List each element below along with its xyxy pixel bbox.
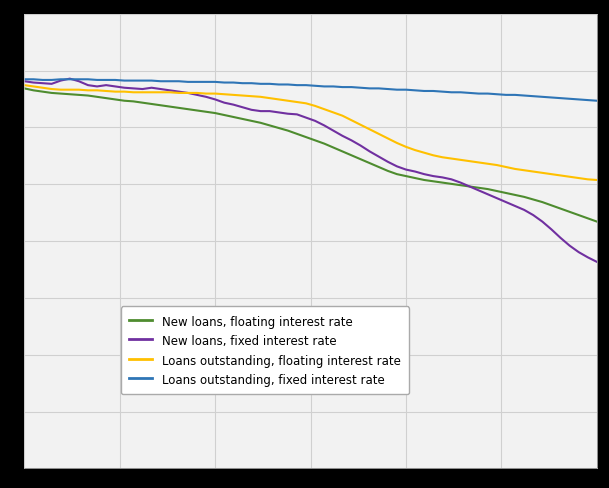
Loans outstanding, floating interest rate xyxy=(21,83,28,89)
Loans outstanding, fixed interest rate xyxy=(393,87,401,93)
Loans outstanding, fixed interest rate xyxy=(303,83,310,89)
Line: Loans outstanding, fixed interest rate: Loans outstanding, fixed interest rate xyxy=(24,80,597,102)
Loans outstanding, fixed interest rate xyxy=(257,81,264,87)
Legend: New loans, floating interest rate, New loans, fixed interest rate, Loans outstan: New loans, floating interest rate, New l… xyxy=(121,306,409,394)
New loans, floating interest rate xyxy=(303,135,310,141)
New loans, fixed interest rate xyxy=(393,164,401,170)
Line: Loans outstanding, floating interest rate: Loans outstanding, floating interest rat… xyxy=(24,86,597,181)
New loans, fixed interest rate xyxy=(348,138,355,144)
Loans outstanding, fixed interest rate xyxy=(21,77,28,83)
Loans outstanding, floating interest rate xyxy=(339,114,346,120)
Loans outstanding, fixed interest rate xyxy=(93,78,100,84)
New loans, floating interest rate xyxy=(93,95,100,101)
Loans outstanding, fixed interest rate xyxy=(593,99,600,104)
Loans outstanding, floating interest rate xyxy=(393,141,401,146)
New loans, floating interest rate xyxy=(339,149,346,155)
New loans, fixed interest rate xyxy=(593,260,600,265)
New loans, fixed interest rate xyxy=(102,83,110,89)
Line: New loans, fixed interest rate: New loans, fixed interest rate xyxy=(24,80,597,263)
New loans, floating interest rate xyxy=(593,219,600,225)
Loans outstanding, fixed interest rate xyxy=(339,85,346,91)
New loans, floating interest rate xyxy=(257,121,264,126)
New loans, fixed interest rate xyxy=(66,77,74,82)
New loans, floating interest rate xyxy=(393,172,401,178)
Loans outstanding, floating interest rate xyxy=(93,88,100,94)
Loans outstanding, floating interest rate xyxy=(384,136,392,142)
New loans, fixed interest rate xyxy=(403,167,410,173)
Loans outstanding, fixed interest rate xyxy=(384,87,392,93)
Loans outstanding, floating interest rate xyxy=(257,95,264,101)
New loans, fixed interest rate xyxy=(311,119,319,124)
Loans outstanding, floating interest rate xyxy=(303,101,310,107)
New loans, floating interest rate xyxy=(384,169,392,175)
Loans outstanding, floating interest rate xyxy=(593,178,600,183)
Line: New loans, floating interest rate: New loans, floating interest rate xyxy=(24,89,597,222)
New loans, fixed interest rate xyxy=(266,109,273,115)
New loans, floating interest rate xyxy=(21,86,28,92)
New loans, fixed interest rate xyxy=(21,79,28,85)
